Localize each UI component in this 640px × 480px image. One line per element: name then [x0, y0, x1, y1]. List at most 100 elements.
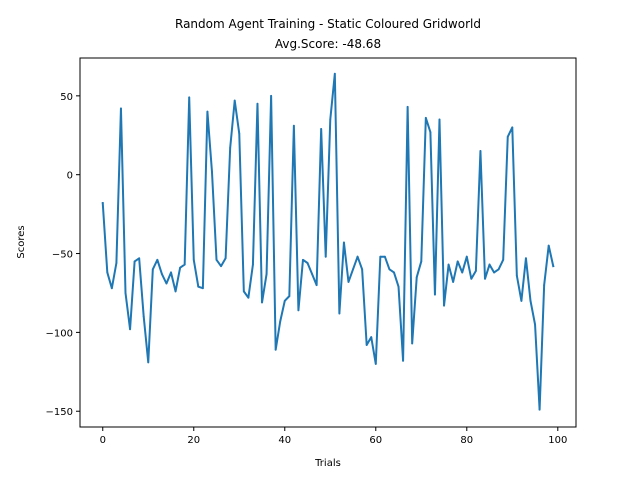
data-point: [356, 255, 359, 258]
data-point: [188, 96, 191, 99]
data-point: [110, 287, 113, 290]
data-point: [515, 274, 518, 277]
data-point: [233, 99, 236, 102]
data-point: [165, 282, 168, 285]
data-point: [261, 301, 263, 304]
data-point: [520, 299, 523, 302]
x-tick-label: 40: [278, 435, 291, 446]
x-axis-label: Trials: [314, 458, 341, 469]
data-point: [338, 312, 341, 315]
data-point: [379, 255, 382, 258]
y-axis-ticks: −150 −100 −50 0 50: [46, 92, 80, 418]
data-point: [329, 118, 332, 121]
data-point: [452, 281, 455, 283]
data-point: [383, 255, 386, 258]
x-axis-ticks: 0 20 40 60 80 100: [100, 427, 567, 446]
data-point: [333, 72, 336, 75]
data-point: [265, 273, 268, 275]
data-point: [174, 290, 177, 293]
data-point: [320, 128, 323, 130]
data-point: [529, 299, 532, 302]
data-point: [488, 263, 491, 266]
data-point: [434, 293, 436, 296]
data-point: [124, 292, 127, 294]
data-point: [474, 269, 477, 272]
data-point: [370, 336, 373, 339]
data-point: [365, 344, 368, 346]
data-point: [183, 263, 186, 266]
data-point: [420, 260, 423, 263]
data-point: [220, 265, 222, 268]
data-point: [138, 257, 141, 260]
data-point: [388, 268, 391, 271]
data-point: [361, 268, 364, 271]
data-point: [224, 257, 227, 260]
data-point: [192, 258, 195, 261]
y-tick-label: 50: [60, 92, 73, 103]
data-point: [211, 170, 213, 173]
data-point: [461, 271, 464, 274]
data-point: [470, 277, 473, 280]
data-point: [215, 258, 218, 261]
data-point: [170, 271, 172, 274]
x-tick-label: 60: [369, 435, 382, 446]
data-point: [288, 295, 291, 298]
data-point: [438, 118, 441, 121]
data-point: [156, 258, 159, 261]
data-point: [374, 363, 377, 365]
data-point: [292, 124, 295, 127]
data-point: [552, 265, 555, 268]
data-point: [238, 132, 241, 135]
x-tick-label: 0: [100, 435, 106, 446]
data-point: [229, 146, 232, 149]
data-point: [493, 271, 495, 274]
data-point: [133, 260, 136, 263]
data-point: [197, 285, 200, 288]
data-point: [179, 266, 182, 269]
data-point: [161, 273, 163, 275]
data-point: [506, 135, 509, 138]
data-point: [456, 260, 459, 263]
data-point: [302, 258, 304, 261]
data-point: [347, 281, 350, 283]
data-point: [283, 299, 286, 302]
data-point: [465, 255, 468, 258]
data-point: [429, 131, 432, 134]
chart-subtitle: Avg.Score: -48.68: [275, 37, 381, 51]
data-point: [447, 263, 450, 266]
data-point: [101, 202, 104, 204]
data-point: [206, 110, 209, 113]
data-point: [297, 309, 300, 312]
y-tick-label: −150: [46, 407, 73, 418]
data-point: [306, 262, 309, 264]
data-point: [106, 271, 109, 274]
data-point: [270, 94, 273, 97]
data-point: [343, 241, 345, 244]
data-point: [311, 273, 313, 275]
data-point: [534, 323, 536, 326]
y-tick-label: −100: [46, 328, 73, 339]
x-tick-label: 80: [460, 435, 473, 446]
data-point: [525, 257, 527, 260]
chart-title: Random Agent Training - Static Coloured …: [175, 17, 481, 31]
data-point: [406, 105, 409, 108]
data-point: [443, 304, 445, 307]
data-point: [256, 102, 259, 105]
data-point: [142, 315, 145, 318]
data-point: [201, 287, 204, 290]
data-point: [147, 361, 150, 364]
data-point: [402, 359, 404, 362]
data-point: [502, 258, 505, 261]
data-point: [511, 126, 514, 129]
series-line: [101, 72, 555, 411]
data-point: [352, 268, 354, 271]
data-point: [393, 271, 395, 274]
data-point: [242, 290, 245, 293]
data-point: [424, 117, 427, 119]
data-point: [484, 277, 486, 280]
data-point: [115, 262, 118, 264]
data-point: [324, 255, 327, 258]
data-point: [497, 268, 500, 271]
